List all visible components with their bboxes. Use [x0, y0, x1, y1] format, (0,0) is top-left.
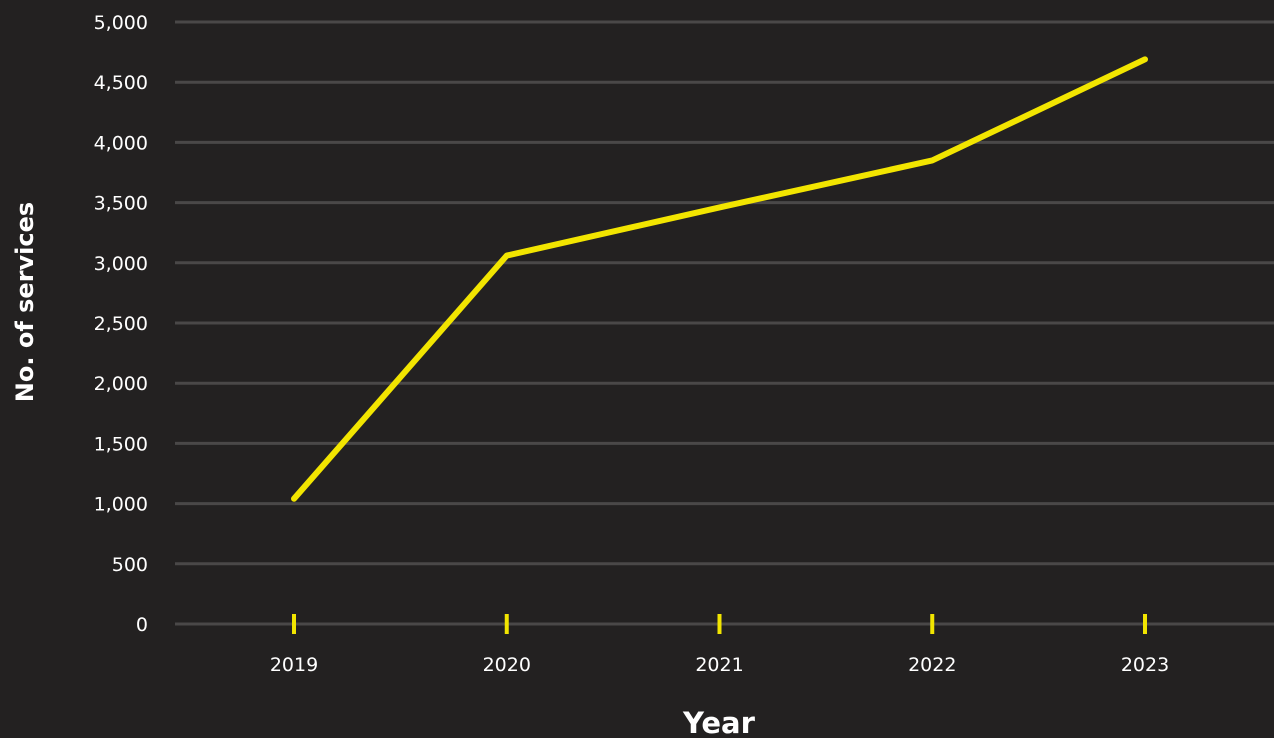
y-tick-label: 5,000 — [94, 12, 148, 34]
x-tick-label: 2020 — [483, 654, 531, 676]
x-tick-label: 2023 — [1121, 654, 1169, 676]
y-tick-label: 1,500 — [94, 433, 148, 455]
y-tick-label: 500 — [112, 554, 148, 576]
x-tick-label: 2019 — [270, 654, 318, 676]
y-tick-labels: 0 500 1,000 1,500 2,000 2,500 3,000 3,500 4,000 4… — [94, 12, 148, 636]
y-axis-title: No. of services — [11, 202, 39, 402]
gridlines — [175, 20, 1274, 626]
y-tick-label: 3,000 — [94, 253, 148, 275]
y-tick-label: 4,000 — [94, 132, 148, 154]
x-tick-marks — [292, 614, 1147, 634]
y-tick-label: 0 — [136, 614, 148, 636]
x-tick-labels: 2019 2020 2021 2022 2023 — [270, 654, 1169, 676]
y-tick-label: 2,000 — [94, 373, 148, 395]
y-tick-label: 1,000 — [94, 494, 148, 516]
y-tick-label: 4,500 — [94, 72, 148, 94]
series — [291, 56, 1148, 502]
x-tick-label: 2021 — [695, 654, 743, 676]
y-tick-label: 3,500 — [94, 193, 148, 215]
x-axis-title: Year — [682, 706, 756, 738]
series-line — [291, 56, 1148, 502]
y-tick-label: 2,500 — [94, 313, 148, 335]
x-tick-label: 2022 — [908, 654, 956, 676]
